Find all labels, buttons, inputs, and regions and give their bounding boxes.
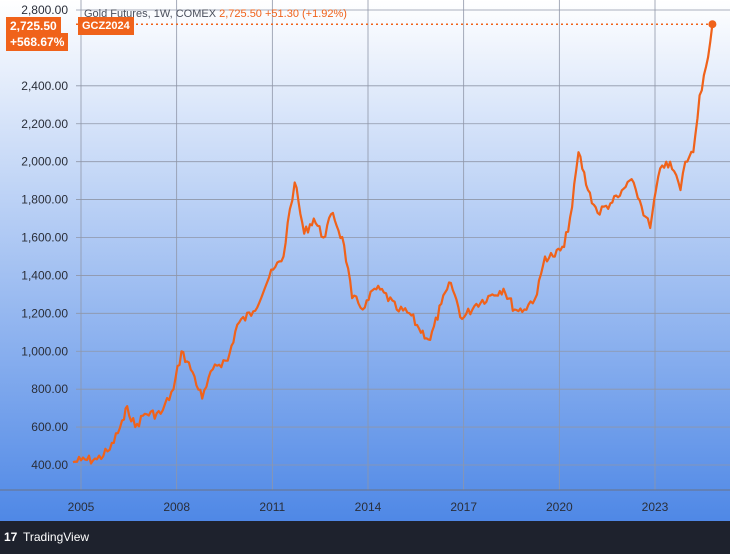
last-price-point: [708, 20, 717, 29]
y-tick-label: 1,400.00: [21, 268, 68, 282]
y-axis-ticks: 400.00 600.00 800.00 1,000.00 1,200.00 1,400.…: [21, 3, 68, 472]
x-tick-label: 2023: [642, 500, 669, 514]
price-badge: 2,725.50: [6, 17, 61, 35]
chart-background: [0, 0, 730, 521]
x-tick-label: 2005: [68, 500, 95, 514]
tradingview-logo-icon[interactable]: 17: [4, 530, 18, 544]
y-tick-label: 2,200.00: [21, 117, 68, 131]
price-series: [72, 20, 717, 465]
y-tick-label: 1,800.00: [21, 193, 68, 207]
x-axis-ticks: 2005 2008 2011 2014 2017 2020 2023: [68, 500, 669, 514]
y-tick-label: 1,200.00: [21, 306, 68, 320]
footer-bar: 17 TradingView: [0, 521, 730, 554]
x-tick-label: 2011: [259, 500, 285, 514]
tradingview-brand[interactable]: TradingView: [23, 530, 90, 544]
x-tick-label: 2020: [546, 500, 573, 514]
y-tick-label: 2,800.00: [21, 3, 68, 17]
y-tick-label: 2,400.00: [21, 79, 68, 93]
y-tick-label: 1,600.00: [21, 231, 68, 245]
x-tick-label: 2008: [163, 500, 190, 514]
last-price-text: 2,725.50: [219, 8, 262, 20]
x-tick-label: 2017: [450, 500, 477, 514]
change-text: +51.30 (+1.92%): [265, 8, 347, 20]
y-tick-label: 2,000.00: [21, 155, 68, 169]
percent-badge: +568.67%: [6, 33, 69, 51]
y-tick-label: 600.00: [31, 420, 68, 434]
y-tick-label: 800.00: [31, 382, 68, 396]
y-tick-label: 400.00: [31, 458, 68, 472]
ticker-badge: GCZ2024: [78, 17, 134, 35]
gold-price-line: [72, 24, 714, 465]
grid-lines: [76, 0, 730, 490]
x-tick-label: 2014: [355, 500, 382, 514]
y-tick-label: 1,000.00: [21, 344, 68, 358]
